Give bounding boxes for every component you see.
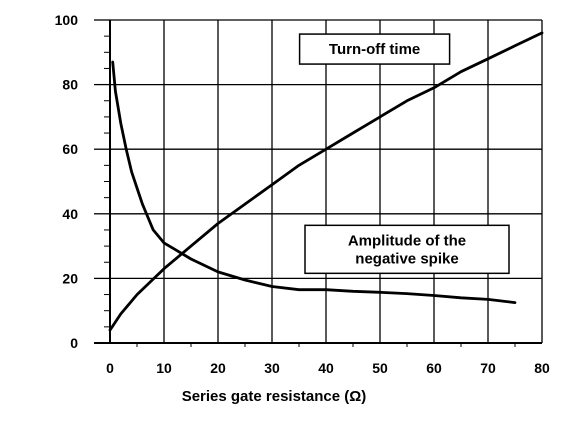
grid-lines xyxy=(110,19,543,343)
y-tick-label: 100 xyxy=(55,12,79,28)
x-tick-label: 60 xyxy=(426,360,442,376)
y-tick-label: 0 xyxy=(70,335,78,351)
axes xyxy=(94,20,542,344)
tick-labels: 0 20 40 60 80 100 0 10 20 30 40 50 60 70 80 xyxy=(55,12,550,376)
x-tick-label: 10 xyxy=(156,360,172,376)
y-tick-label: 60 xyxy=(62,141,78,157)
annotation-text: Turn-off time xyxy=(329,41,420,58)
x-tick-label: 0 xyxy=(106,360,114,376)
annotation-box xyxy=(304,224,510,275)
annotation-text: Amplitude of the xyxy=(348,232,466,249)
x-tick-label: 40 xyxy=(318,360,334,376)
x-tick-label: 20 xyxy=(210,360,226,376)
y-tick-label: 40 xyxy=(62,206,78,222)
annotation-text: negative spike xyxy=(355,250,458,267)
series-line-turnoff-time xyxy=(108,31,544,332)
y-tick-label: 20 xyxy=(62,270,78,286)
x-tick-label: 30 xyxy=(264,360,280,376)
y-tick-label: 80 xyxy=(62,77,78,93)
x-tick-label: 70 xyxy=(480,360,496,376)
series-line-negative-spike xyxy=(111,60,517,304)
x-tick-label: 80 xyxy=(534,360,550,376)
x-axis-title: Series gate resistance (Ω) xyxy=(182,388,367,405)
series-lines xyxy=(108,31,544,332)
annotation-box xyxy=(298,33,451,65)
x-tick-label: 50 xyxy=(372,360,388,376)
annotation-turnoff: Turn-off time xyxy=(298,33,451,65)
